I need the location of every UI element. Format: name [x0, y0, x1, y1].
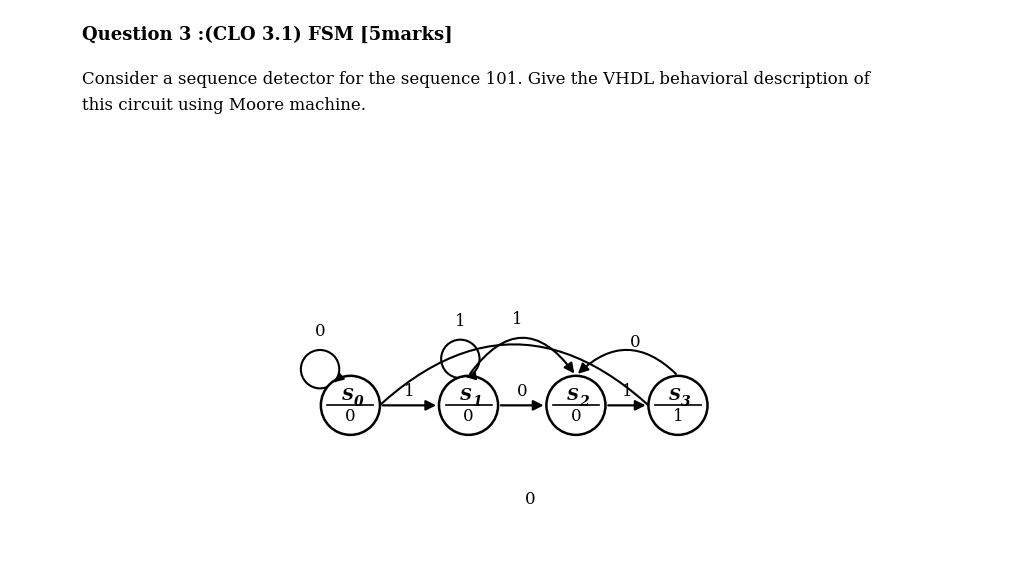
Text: 1: 1 [512, 311, 522, 328]
FancyArrowPatch shape [580, 350, 676, 374]
FancyArrowPatch shape [354, 344, 676, 433]
Text: 3: 3 [681, 395, 691, 409]
Text: Question 3 :(CLO 3.1) FSM [5marks]: Question 3 :(CLO 3.1) FSM [5marks] [82, 26, 453, 44]
Circle shape [547, 376, 605, 435]
Text: 0: 0 [517, 383, 527, 400]
FancyArrowPatch shape [470, 338, 573, 374]
Text: S: S [460, 387, 472, 404]
Text: 0: 0 [314, 323, 326, 340]
Text: 1: 1 [673, 408, 683, 425]
Circle shape [439, 376, 498, 435]
Circle shape [321, 376, 380, 435]
Text: 2: 2 [580, 395, 589, 409]
Text: Consider a sequence detector for the sequence 101. Give the VHDL behavioral desc: Consider a sequence detector for the seq… [82, 71, 869, 114]
Text: 1: 1 [622, 383, 632, 400]
Text: 1: 1 [404, 383, 415, 400]
Text: 0: 0 [570, 408, 582, 425]
Text: 0: 0 [354, 395, 364, 409]
Text: 0: 0 [463, 408, 474, 425]
Text: S: S [669, 387, 681, 404]
Text: 1: 1 [455, 313, 466, 330]
Text: 0: 0 [345, 408, 355, 425]
Text: S: S [567, 387, 579, 404]
Text: S: S [341, 387, 353, 404]
Text: 0: 0 [525, 491, 536, 508]
Text: 0: 0 [630, 334, 640, 351]
Text: 1: 1 [472, 395, 481, 409]
Circle shape [648, 376, 708, 435]
